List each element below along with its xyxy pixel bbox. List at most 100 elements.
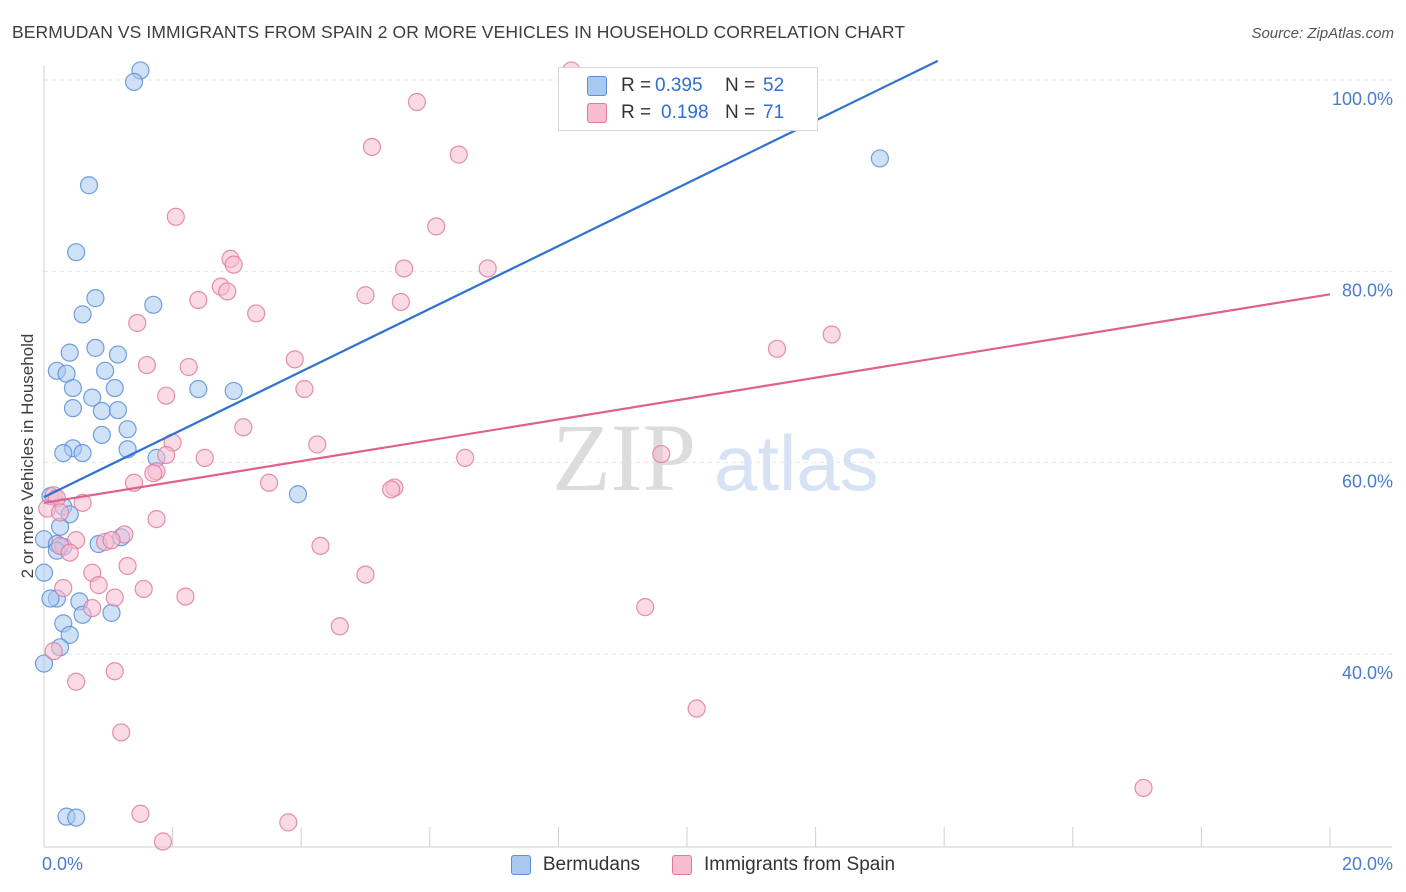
point-spain [60, 543, 79, 562]
point-spain [362, 137, 382, 157]
point-spain [153, 832, 173, 851]
x-tick-label: 20.0% [1342, 854, 1393, 874]
trend-line-bermudans [43, 59, 939, 499]
point-spain [285, 350, 304, 369]
stats-row-bermudans: R = 0.395 N = 52 [559, 72, 784, 100]
point-bermudans [118, 420, 137, 439]
point-spain [67, 672, 86, 691]
point-spain [330, 617, 349, 636]
point-spain [652, 444, 671, 464]
point-spain [1134, 778, 1153, 798]
point-spain [157, 445, 176, 465]
point-bermudans [124, 72, 144, 92]
point-spain [137, 355, 156, 375]
point-bermudans [144, 295, 163, 314]
point-bermudans [73, 444, 92, 463]
point-spain [356, 565, 375, 584]
point-bermudans [63, 399, 83, 418]
point-bermudans [288, 485, 308, 504]
r-label: R = [621, 102, 652, 123]
point-bermudans [92, 401, 111, 421]
point-bermudans [60, 343, 79, 362]
stats-box: R = 0.395 N = 52 R = 0.198 N = 71 [558, 67, 818, 131]
point-spain [189, 290, 208, 310]
point-spain [157, 386, 176, 405]
point-spain [456, 448, 475, 467]
point-spain [176, 587, 195, 606]
point-spain [131, 804, 150, 823]
point-spain [687, 699, 706, 718]
legend-item-bermudans[interactable]: Bermudans [510, 854, 640, 876]
point-spain [822, 325, 841, 344]
n-value: 71 [763, 102, 785, 123]
point-bermudans [60, 625, 79, 644]
point-spain [259, 473, 279, 492]
point-bermudans [95, 361, 115, 380]
point-spain [382, 480, 401, 499]
x-tick-label: 0.0% [42, 854, 83, 874]
stats-swatch-spain [587, 103, 607, 123]
point-spain [179, 357, 198, 377]
point-bermudans [83, 388, 102, 407]
point-spain [102, 531, 121, 550]
point-bermudans [108, 400, 128, 420]
point-bermudans [73, 305, 92, 324]
point-bermudans [102, 603, 121, 622]
point-bermudans [92, 425, 111, 445]
grid-lines [44, 79, 1392, 655]
stats-row-spain: R = 0.198 N = 71 [559, 99, 784, 127]
point-bermudans [34, 563, 54, 582]
point-bermudans [79, 176, 99, 195]
y-tick-label: 40.0% [1342, 663, 1393, 683]
point-spain [311, 536, 330, 555]
stats-swatch-bermudans [587, 76, 607, 96]
point-spain [144, 464, 163, 483]
point-spain [356, 286, 375, 305]
point-bermudans [105, 378, 124, 398]
point-spain [105, 588, 124, 607]
legend-item-spain[interactable]: Immigrants from Spain [672, 854, 895, 876]
point-bermudans [86, 338, 105, 357]
point-spain [636, 598, 655, 617]
n-value: 52 [763, 75, 785, 96]
source-credit: Source: ZipAtlas.com [1251, 25, 1394, 42]
point-bermudans [34, 654, 54, 673]
point-bermudans [67, 243, 86, 262]
point-spain [224, 255, 243, 274]
point-spain [54, 578, 73, 598]
point-spain [128, 313, 147, 333]
point-bermudans [86, 289, 105, 308]
point-bermudans [41, 589, 60, 608]
point-spain [449, 145, 468, 164]
n-label: N = [725, 75, 756, 96]
point-spain [73, 493, 92, 512]
trend-line-spain [43, 293, 1331, 504]
point-spain [118, 556, 137, 576]
point-spain [112, 723, 131, 742]
trend-lines [43, 59, 1331, 504]
r-label: R = [621, 75, 652, 96]
legend-swatch-bermudans [510, 855, 531, 875]
point-spain [394, 259, 414, 278]
point-spain [279, 813, 298, 832]
point-spain [147, 510, 166, 529]
chart-title: BERMUDAN VS IMMIGRANTS FROM SPAIN 2 OR M… [12, 22, 906, 42]
point-bermudans [67, 808, 86, 827]
point-spain [105, 662, 124, 681]
point-spain [295, 379, 314, 399]
watermark-zip: ZIP [552, 404, 696, 511]
point-spain [391, 292, 410, 312]
point-spain [50, 503, 70, 522]
point-spain [407, 92, 427, 112]
point-spain [89, 576, 108, 595]
point-bermudans [63, 378, 83, 398]
point-spain [134, 579, 153, 599]
point-bermudans [189, 379, 208, 399]
point-spain [166, 207, 185, 226]
watermark-atlas: atlas [714, 419, 879, 507]
y-tick-label: 60.0% [1342, 472, 1393, 492]
n-label: N = [725, 102, 756, 123]
y-tick-label: 80.0% [1342, 280, 1393, 300]
point-spain [247, 304, 266, 323]
